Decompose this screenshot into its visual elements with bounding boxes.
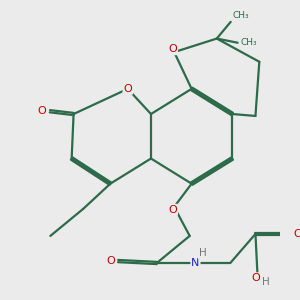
Text: CH₃: CH₃ (232, 11, 249, 20)
Text: CH₃: CH₃ (240, 38, 257, 47)
Text: N: N (191, 258, 200, 268)
Text: O: O (252, 273, 260, 283)
Text: O: O (38, 106, 46, 116)
Text: O: O (294, 229, 300, 239)
Text: O: O (168, 44, 177, 54)
Text: H: H (199, 248, 206, 258)
Text: H: H (262, 278, 270, 287)
Text: O: O (168, 205, 177, 215)
Text: O: O (123, 84, 132, 94)
Text: O: O (106, 256, 115, 266)
